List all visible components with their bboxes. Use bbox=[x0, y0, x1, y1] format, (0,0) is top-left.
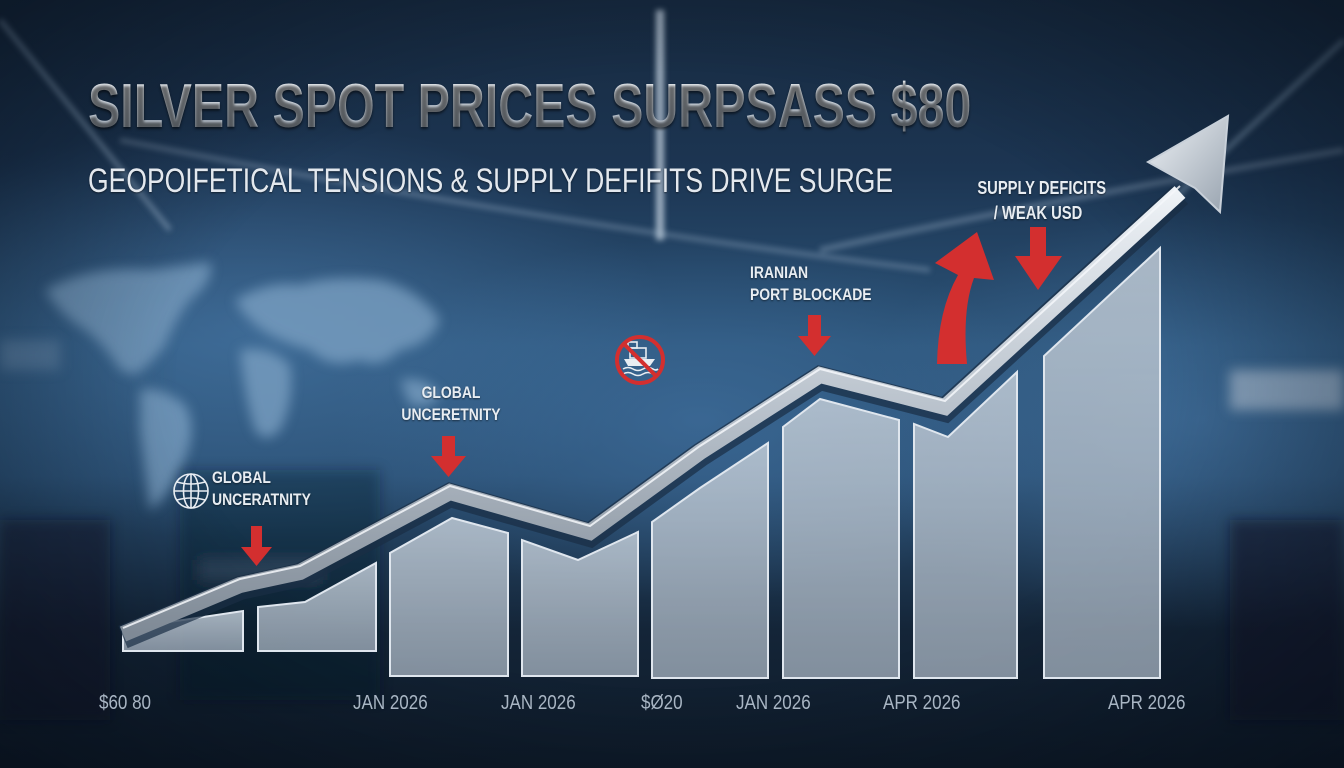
bar-3 bbox=[389, 516, 509, 677]
x-tick-label: $Ø20 bbox=[641, 692, 683, 714]
x-tick-label: JAN 2026 bbox=[353, 692, 428, 714]
bar-7 bbox=[913, 369, 1018, 679]
no-ship-icon bbox=[615, 335, 665, 385]
annotation-line: UNCERETNITY bbox=[401, 405, 501, 424]
globe-icon bbox=[173, 473, 209, 509]
x-tick-label: JAN 2026 bbox=[736, 692, 811, 714]
chart-subtitle: GEOPOIFETICAL TENSIONS & SUPPLY DEFIFITS… bbox=[88, 162, 894, 200]
annotation-supply-deficits: SUPPLY DEFICITS / WEAK USD bbox=[977, 176, 1107, 226]
x-tick-label: JAN 2026 bbox=[501, 692, 576, 714]
annotation-line: SUPPLY DEFICITS bbox=[977, 178, 1107, 198]
annotation-line: GLOBAL bbox=[212, 468, 271, 487]
trend-arrow bbox=[118, 114, 1230, 649]
bar-4 bbox=[521, 530, 639, 677]
annotation-line: GLOBAL bbox=[421, 383, 481, 402]
annotation-line: PORT BLOCKADE bbox=[750, 285, 872, 304]
x-tick-label: $60 80 bbox=[99, 692, 151, 714]
bar-6 bbox=[782, 397, 900, 679]
bar-2 bbox=[257, 561, 377, 652]
annotation-line: UNCERATNITY bbox=[212, 490, 311, 509]
annotation-line: / WEAK USD bbox=[993, 203, 1083, 223]
down-arrow-icon bbox=[798, 315, 831, 356]
event-markers bbox=[241, 227, 1062, 566]
x-tick-label: APR 2026 bbox=[883, 692, 961, 714]
annotation-global-uncertainty-2: GLOBAL UNCERETNITY bbox=[401, 382, 501, 426]
x-tick-label: APR 2026 bbox=[1108, 692, 1186, 714]
bar-8 bbox=[1043, 245, 1161, 679]
down-arrow-icon bbox=[241, 526, 272, 566]
chart-title: SILVER SPOT PRICES SURPSASS $80 bbox=[88, 72, 972, 141]
bars bbox=[122, 245, 1161, 679]
down-arrow-icon bbox=[431, 436, 466, 477]
annotation-global-uncertainty-1: GLOBAL UNCERATNITY bbox=[212, 467, 311, 511]
annotation-iranian-port-blockade: IRANIAN PORT BLOCKADE bbox=[750, 262, 872, 306]
up-curved-arrow-icon bbox=[935, 232, 994, 364]
bar-5 bbox=[651, 441, 769, 679]
down-arrow-icon bbox=[1015, 227, 1062, 290]
annotation-line: IRANIAN bbox=[750, 263, 809, 282]
arrowhead bbox=[1145, 114, 1230, 215]
